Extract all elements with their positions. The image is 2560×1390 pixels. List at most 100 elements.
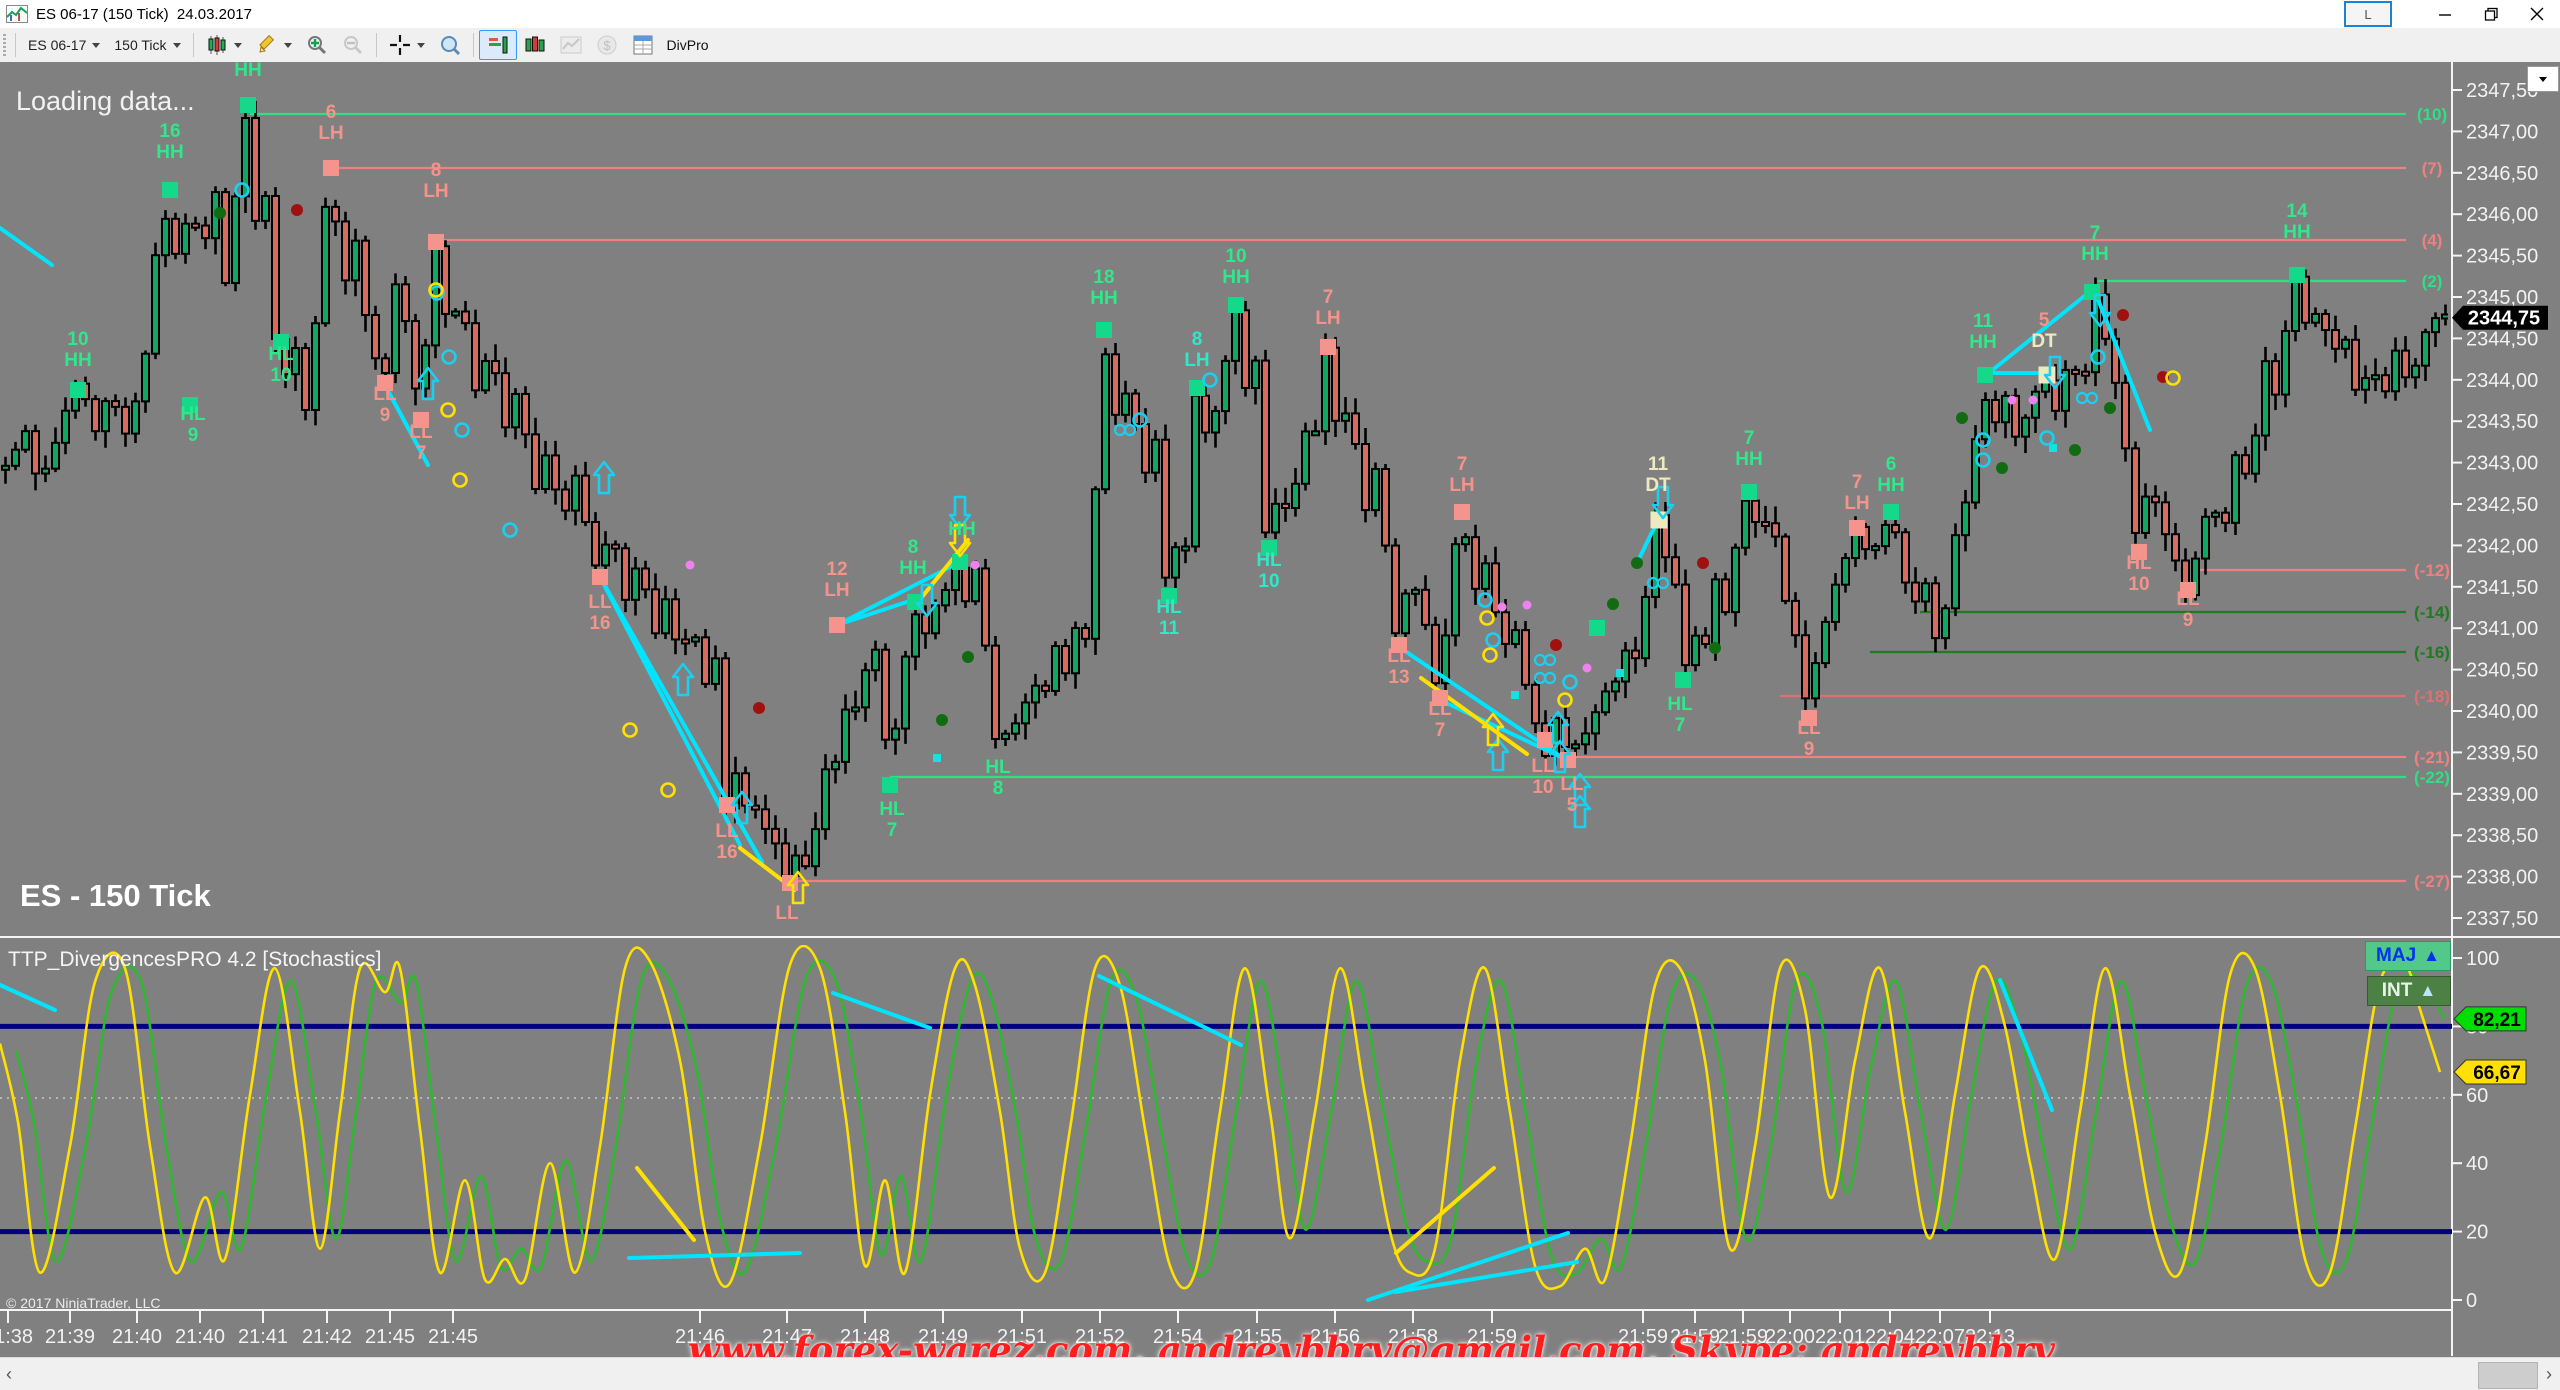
dollar-button[interactable]: $ bbox=[589, 31, 625, 59]
price-bar bbox=[1861, 525, 1870, 551]
chart-panel-button-active[interactable] bbox=[478, 30, 517, 60]
stochastics-panel bbox=[0, 945, 2452, 1302]
marker-square bbox=[933, 754, 941, 762]
price-bar bbox=[321, 205, 330, 325]
marker-square bbox=[1161, 588, 1177, 604]
price-bar bbox=[2211, 511, 2220, 518]
price-bar bbox=[1261, 359, 1270, 534]
swing-label: 10 bbox=[1532, 777, 1553, 798]
instrument-selector[interactable]: ES 06-17 bbox=[21, 34, 107, 56]
stoch-tick-label: 100 bbox=[2466, 948, 2499, 970]
swing-label: 16 bbox=[159, 121, 180, 142]
price-bar bbox=[2241, 454, 2250, 475]
price-bar bbox=[1741, 499, 1750, 549]
swing-label: 7 bbox=[1852, 472, 1863, 493]
price-axis-dropdown[interactable] bbox=[2527, 66, 2559, 92]
price-bar bbox=[551, 454, 560, 491]
swing-label: 7 bbox=[1744, 428, 1755, 449]
price-bar bbox=[1231, 309, 1240, 362]
price-bar bbox=[2021, 416, 2030, 438]
close-button[interactable] bbox=[2514, 1, 2560, 27]
drawing-tools-button[interactable] bbox=[249, 31, 299, 59]
indicators-button[interactable] bbox=[517, 31, 553, 59]
marker-dot bbox=[2104, 402, 2116, 414]
marker-circle bbox=[1557, 692, 1573, 708]
marker-dot bbox=[291, 204, 303, 216]
swing-label: HL bbox=[1256, 550, 1282, 571]
svg-text:(-22): (-22) bbox=[2414, 768, 2450, 787]
price-bar bbox=[351, 239, 360, 282]
zoom-out-button[interactable] bbox=[335, 31, 371, 59]
price-tick-label: 2340,00 bbox=[2466, 701, 2538, 723]
marker-dot bbox=[1956, 412, 1968, 424]
swing-label: LH bbox=[1844, 493, 1869, 514]
svg-text:(10): (10) bbox=[2417, 105, 2447, 124]
marker-circle bbox=[2039, 430, 2055, 446]
minimize-button[interactable] bbox=[2422, 1, 2468, 27]
marker-circle bbox=[660, 782, 676, 798]
zoom-in-button[interactable] bbox=[299, 31, 335, 59]
price-bar bbox=[1921, 582, 1930, 603]
instrument-label: ES 06-17 bbox=[28, 37, 87, 53]
time-tick-label: 21:58 bbox=[1388, 1326, 1438, 1348]
data-box-button[interactable] bbox=[432, 31, 468, 59]
price-bar bbox=[701, 636, 710, 685]
price-tick-label: 2341,50 bbox=[2466, 577, 2538, 599]
price-tick-label: 2344,50 bbox=[2466, 328, 2538, 350]
marker-dot bbox=[1996, 462, 2008, 474]
line-chart-button[interactable] bbox=[553, 31, 589, 59]
price-bar bbox=[2331, 329, 2340, 350]
price-bar bbox=[2221, 511, 2230, 524]
horizontal-scrollbar[interactable]: ‹ › bbox=[0, 1357, 2560, 1390]
cursor-mode-button[interactable] bbox=[382, 31, 432, 59]
price-bar bbox=[381, 357, 390, 374]
price-bar bbox=[1101, 353, 1110, 491]
window-title: ES 06-17 (150 Tick) 24.03.2017 bbox=[36, 5, 252, 23]
scroll-right-arrow[interactable]: › bbox=[2546, 1364, 2552, 1384]
svg-text:$: $ bbox=[603, 38, 611, 53]
swing-label: 10 bbox=[2128, 574, 2149, 595]
up-arrow-icon: ▲ bbox=[2419, 981, 2437, 1000]
scrollbar-thumb[interactable] bbox=[2478, 1362, 2538, 1389]
swing-label: 16 bbox=[589, 613, 610, 634]
price-bar bbox=[1881, 523, 1890, 548]
swing-label: DT bbox=[1645, 475, 1671, 496]
marker-square bbox=[592, 569, 608, 585]
properties-button[interactable] bbox=[625, 31, 661, 59]
marker-square bbox=[1096, 322, 1112, 338]
price-bar bbox=[1421, 588, 1430, 626]
price-bar bbox=[391, 283, 400, 374]
chart-style-button[interactable] bbox=[199, 31, 249, 59]
price-bar bbox=[1281, 502, 1290, 509]
price-bar bbox=[11, 448, 20, 467]
marker-circle bbox=[1477, 592, 1493, 608]
marker-circle bbox=[234, 182, 250, 198]
price-tick-label: 2339,00 bbox=[2466, 784, 2538, 806]
copyright-label: © 2017 NinjaTrader, LLC bbox=[6, 1295, 161, 1311]
swing-label: 5 bbox=[1567, 795, 1578, 816]
svg-text:(-14): (-14) bbox=[2414, 603, 2450, 622]
marker-circle bbox=[502, 522, 518, 538]
chart-link-button[interactable]: L bbox=[2344, 1, 2392, 27]
pencil-icon bbox=[258, 34, 274, 53]
time-tick-label: 21:51 bbox=[997, 1326, 1047, 1348]
time-tick-label: 21:54 bbox=[1153, 1326, 1203, 1348]
price-bar bbox=[591, 521, 600, 567]
price-bar bbox=[2301, 275, 2310, 324]
marker-dot bbox=[1631, 557, 1643, 569]
marker-square bbox=[882, 777, 898, 793]
swing-label: HL bbox=[268, 344, 294, 365]
interval-selector[interactable]: 150 Tick bbox=[107, 34, 187, 56]
swing-label: HH bbox=[2283, 222, 2310, 243]
toolbar-grip[interactable] bbox=[3, 34, 6, 56]
price-bar bbox=[1, 464, 10, 471]
price-bar bbox=[341, 220, 350, 282]
price-bar bbox=[131, 400, 140, 435]
divpro-label: DivPro bbox=[666, 37, 709, 53]
scroll-left-arrow[interactable]: ‹ bbox=[6, 1364, 12, 1384]
price-bar bbox=[1811, 662, 1820, 700]
price-tick-label: 2340,50 bbox=[2466, 660, 2538, 682]
restore-button[interactable] bbox=[2468, 1, 2514, 27]
price-bar bbox=[1931, 582, 1940, 640]
